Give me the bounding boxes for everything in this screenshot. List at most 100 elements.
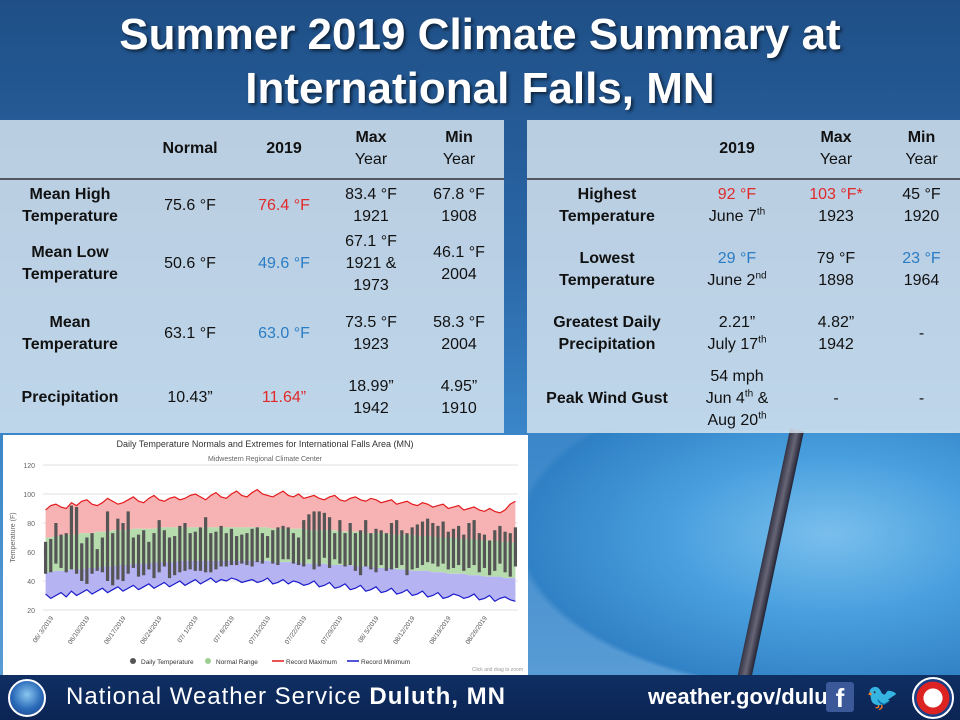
x-tick-label: 07/ 8/2019	[213, 615, 237, 644]
chart-title: Daily Temperature Normals and Extremes f…	[117, 439, 414, 449]
daily-temperature-bar	[85, 537, 89, 584]
legend-symbol	[130, 658, 136, 664]
value-2019: 49.6 °F	[240, 236, 328, 292]
min-value: 45 °F 1920	[883, 178, 960, 234]
min-value: -	[883, 364, 960, 434]
daily-temperature-bar	[142, 530, 146, 576]
x-tick-label: 06/10/2019	[67, 615, 92, 646]
temperature-chart[interactable]: Daily Temperature Normals and Extremes f…	[3, 435, 528, 675]
daily-temperature-bar	[80, 543, 84, 581]
daily-temperature-bar	[317, 511, 321, 567]
max-year-text: 1921 &	[345, 255, 397, 272]
header-min-year: Min Year	[442, 129, 476, 168]
daily-temperature-bar	[291, 533, 296, 564]
chart-svg: Daily Temperature Normals and Extremes f…	[10, 439, 523, 673]
date-suffix: th	[758, 410, 767, 422]
daily-temperature-bar	[451, 528, 456, 568]
min-value: 67.8 °F 1908	[416, 178, 502, 234]
daily-temperature-bar	[369, 533, 373, 570]
daily-temperature-bar	[477, 533, 481, 573]
daily-temperature-bar	[126, 511, 130, 574]
daily-temperature-bar	[74, 507, 79, 574]
daily-temperature-bar	[513, 527, 518, 567]
value-2019-text: 2.21”	[718, 314, 756, 331]
daily-temperature-bar	[245, 533, 249, 566]
daily-temperature-bar	[353, 533, 357, 571]
max-year-text: 1898	[818, 272, 854, 289]
daily-temperature-bar	[209, 533, 213, 573]
value-2019-text: 76.4 °F	[258, 197, 310, 214]
value-2019: 2.21” July 17th	[687, 306, 787, 362]
min-value: 23 °F 1964	[883, 242, 960, 298]
daily-temperature-bar	[235, 536, 239, 566]
daily-temperature-bar	[426, 518, 430, 563]
nws-footer-text: National Weather Service Duluth, MN	[66, 683, 506, 711]
daily-temperature-bar	[265, 536, 270, 558]
date-suffix: th	[744, 388, 754, 400]
max-year-text: 1921	[353, 208, 389, 225]
row-label: Highest Temperature	[527, 178, 687, 234]
normal-value: 63.1 °F	[140, 306, 240, 362]
value-2019: 63.0 °F	[240, 306, 328, 362]
header-rule	[0, 178, 504, 180]
max-value-text: 4.82”	[817, 314, 855, 331]
daily-temperature-bar	[240, 534, 244, 564]
row-label: Peak Wind Gust	[527, 364, 687, 434]
daily-temperature-bar	[188, 533, 192, 570]
value-2019: 54 mph Jun 4th & Aug 20th	[687, 364, 787, 434]
daily-temperature-bar	[157, 520, 161, 573]
daily-temperature-bar	[167, 537, 172, 579]
daily-temperature-bar	[395, 520, 399, 568]
date-text: July 17th	[687, 334, 787, 356]
min-year-text: 2004	[441, 336, 477, 353]
max-value-text: 79 °F	[816, 250, 856, 267]
website-link[interactable]: weather.gov/duluth	[648, 684, 849, 709]
noaa-logo-icon	[8, 679, 46, 717]
daily-temperature-bar	[420, 521, 425, 566]
row-label: Lowest Temperature	[527, 242, 687, 298]
x-tick-label: 08/ 5/2019	[357, 615, 381, 644]
value-2019-text: 29 °F	[717, 250, 757, 267]
min-value-text: 67.8 °F	[433, 186, 485, 203]
daily-temperature-bar	[441, 521, 445, 564]
daily-temperature-bar	[312, 511, 316, 570]
nws-name: National Weather Service	[66, 683, 362, 710]
y-axis-label: Temperature (F)	[10, 512, 17, 562]
header-2019-right: 2019	[719, 140, 755, 157]
row-label-line: Temperature	[22, 208, 118, 225]
page-title: Summer 2019 Climate Summary at Internati…	[0, 8, 960, 116]
title-line-2: International Falls, MN	[245, 64, 715, 113]
header-max-year: Max Year	[354, 129, 388, 168]
daily-temperature-bar	[503, 531, 507, 573]
value-2019: 29 °F June 2nd	[687, 242, 787, 298]
daily-temperature-bar	[364, 520, 368, 567]
row-label-line: Mean High	[29, 186, 111, 203]
daily-temperature-bar	[457, 525, 461, 566]
twitter-icon[interactable]: 🐦	[866, 682, 899, 712]
legend-label: Record Maximum	[286, 659, 337, 666]
header-min-year-right: Min Year	[905, 129, 938, 168]
daily-temperature-bar	[121, 523, 125, 581]
daily-temperature-bar	[59, 534, 63, 568]
y-tick-label: 60	[27, 550, 35, 557]
row-label-line: Mean Low	[31, 244, 109, 261]
row-label-line: Precipitation	[21, 389, 119, 406]
row-label: Mean Low Temperature	[0, 236, 140, 292]
max-value-text: 73.5 °F	[345, 314, 397, 331]
x-tick-label: 07/22/2019	[284, 615, 309, 646]
x-tick-label: 07/ 1/2019	[176, 615, 200, 644]
date-suffix: th	[758, 334, 767, 346]
legend-symbol	[205, 658, 211, 664]
date-text: June 7th	[687, 206, 787, 228]
daily-temperature-bar	[178, 525, 182, 573]
daily-temperature-bar	[100, 537, 104, 573]
header-rule-right	[527, 178, 960, 180]
value-2019: 76.4 °F	[240, 178, 328, 234]
min-value-text: -	[918, 325, 925, 342]
background-umbrella	[520, 430, 960, 690]
facebook-icon[interactable]: f	[826, 682, 854, 713]
daily-temperature-bar	[260, 533, 265, 564]
normal-value: 50.6 °F	[140, 236, 240, 292]
header-2019: 2019	[266, 140, 302, 157]
row-label: Greatest Daily Precipitation	[527, 306, 687, 362]
